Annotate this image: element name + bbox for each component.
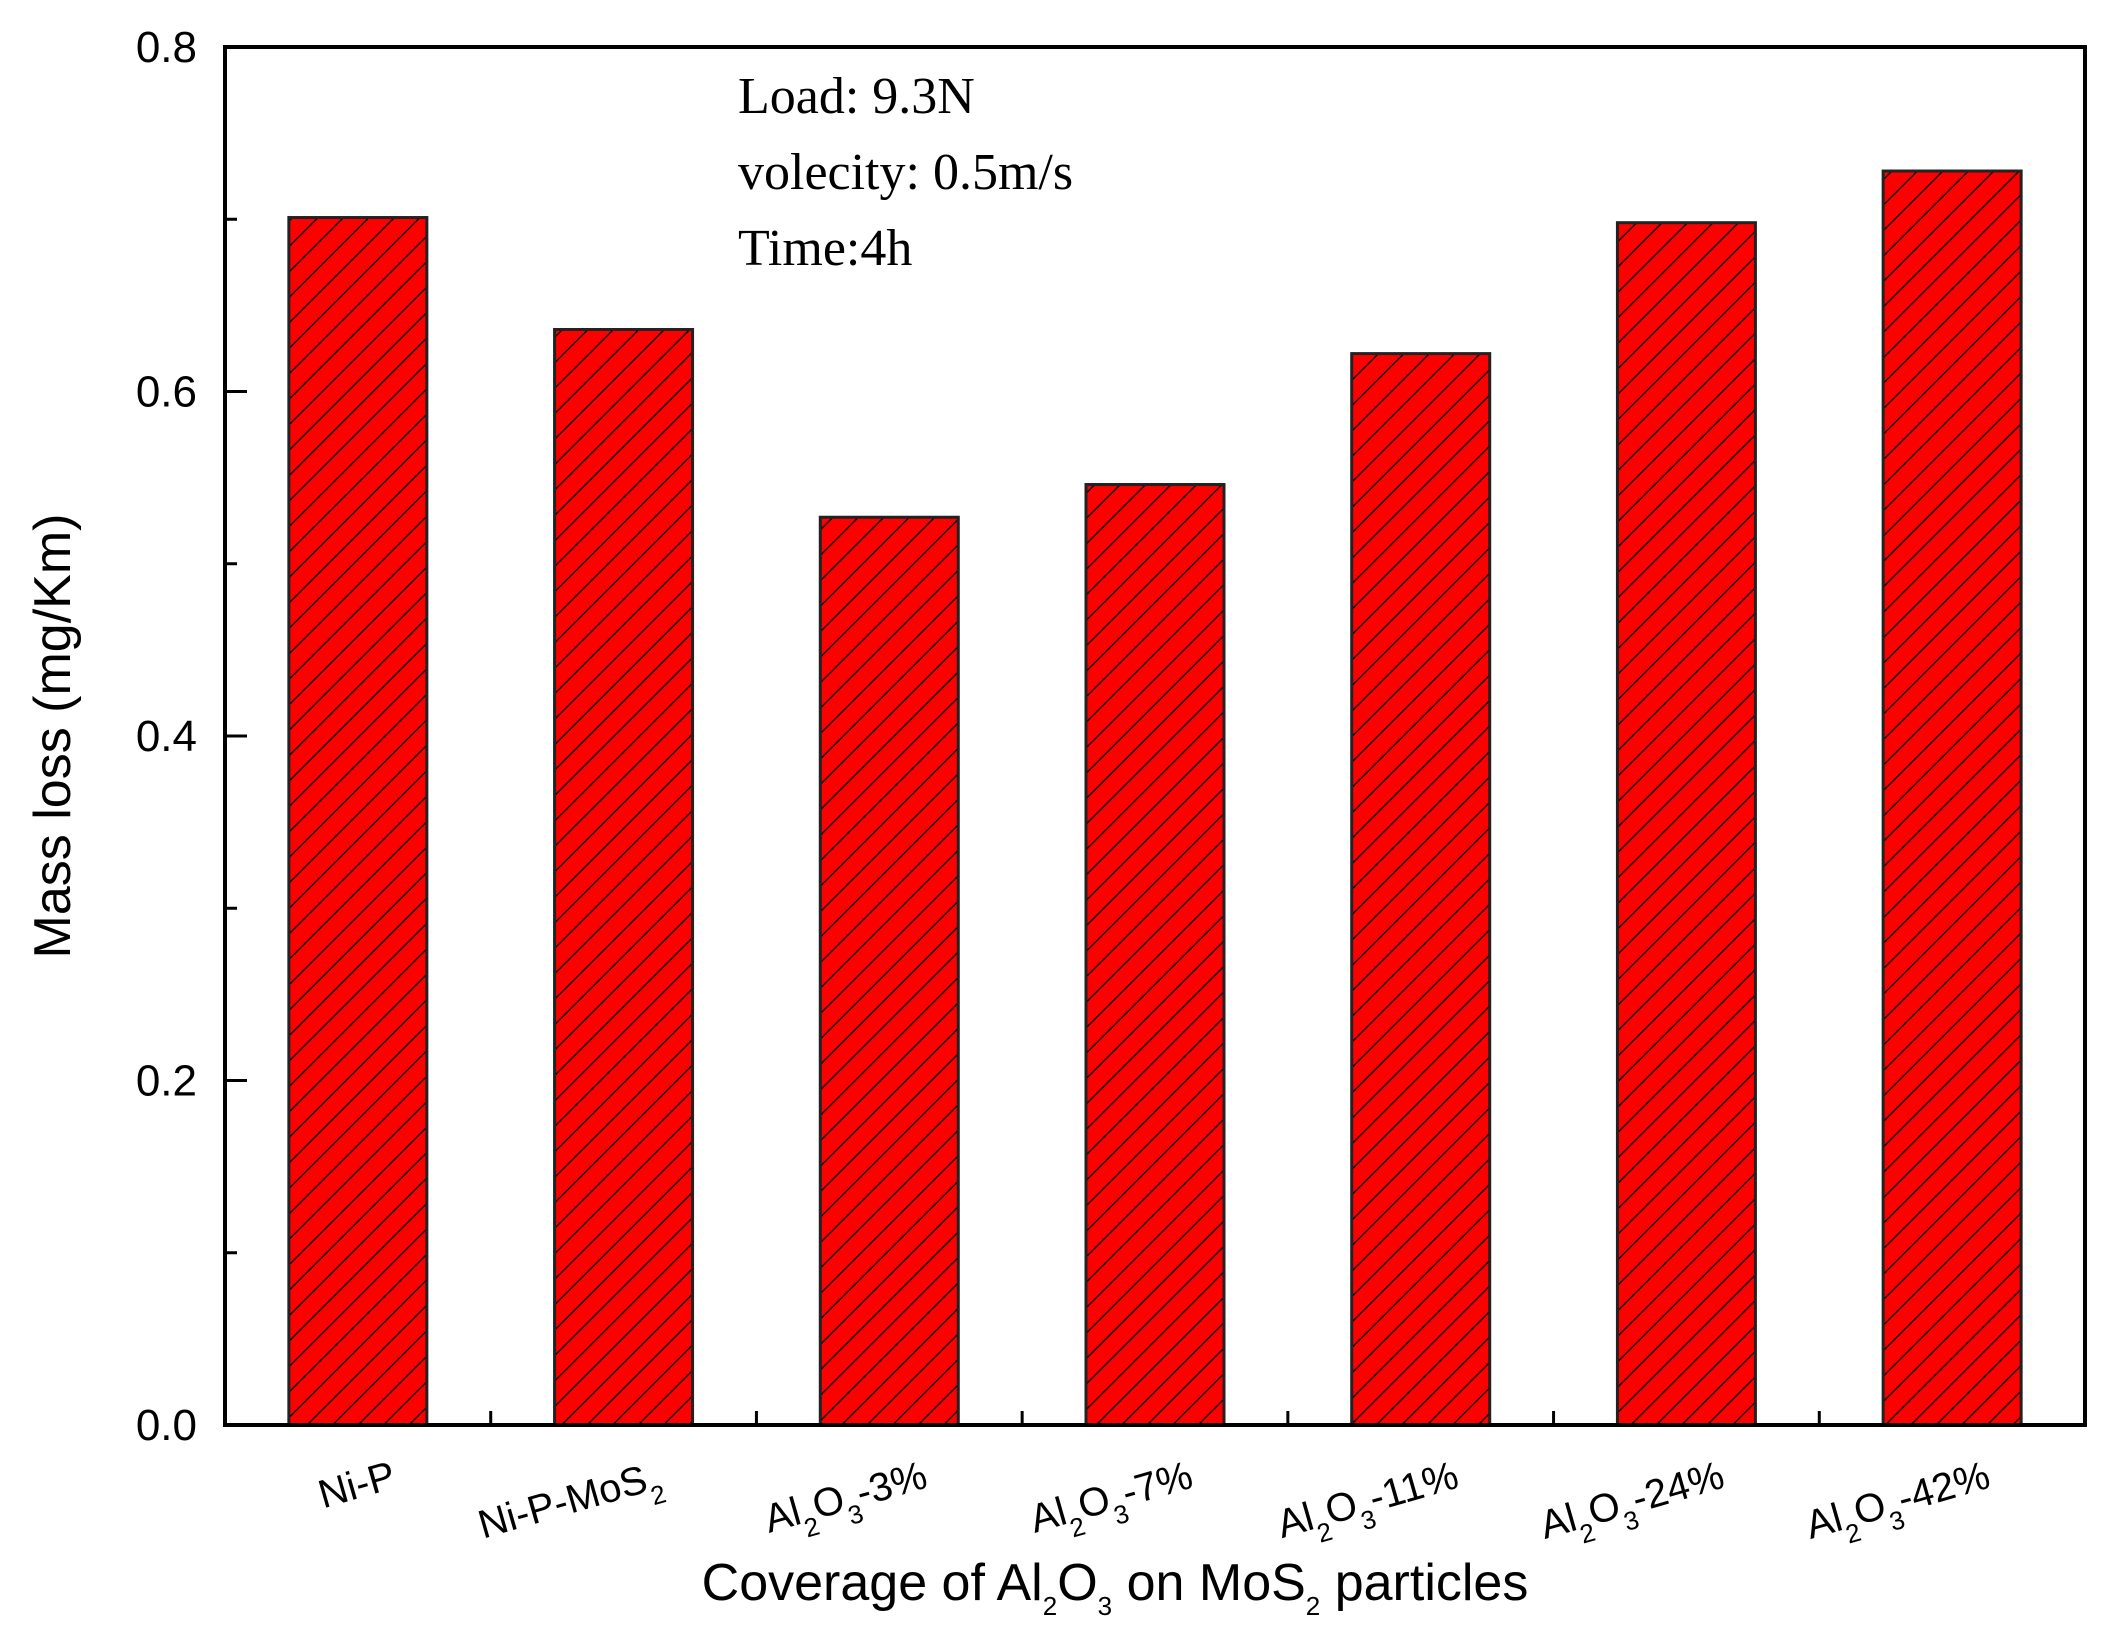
y-tick-label: 0.6 <box>136 368 197 417</box>
bar-3 <box>1084 483 1226 1427</box>
bar-2 <box>818 515 960 1427</box>
x-tick-label: Al2O3-42% <box>1801 1453 1998 1559</box>
bars-layer <box>287 169 2023 1427</box>
y-tick-label: 0.4 <box>136 712 197 761</box>
x-tick-label: Al2O3-3% <box>759 1453 935 1553</box>
bar-5 <box>1615 221 1757 1427</box>
y-tick-label: 0.0 <box>136 1401 197 1450</box>
annotation-0: Load: 9.3N <box>738 68 975 125</box>
annotation-2: Time:4h <box>738 220 912 277</box>
x-tick-label: Ni-P-MoS2 <box>473 1453 669 1559</box>
x-tick-label: Al2O3-7% <box>1025 1453 1201 1553</box>
bar-0 <box>287 216 429 1427</box>
axes-layer <box>223 45 2087 1427</box>
bar-1 <box>553 327 695 1427</box>
bar-6 <box>1881 169 2023 1427</box>
text-layer: 0.0 0.2 0.4 0.6 0.8 Ni-P Ni-P-MoS2 Al2O3-3% Al2O… <box>24 23 1998 1621</box>
x-tick-label: Ni-P <box>313 1453 400 1517</box>
x-axis-title: Coverage of Al2O3 on MoS2 particles <box>702 1554 1529 1621</box>
y-tick-label: 0.2 <box>136 1057 197 1106</box>
y-axis-title: Mass loss (mg/Km) <box>24 514 82 959</box>
y-tick-label: 0.8 <box>136 23 197 72</box>
annotation-1: volecity: 0.5m/s <box>738 144 1073 201</box>
bar-4 <box>1350 352 1492 1427</box>
x-tick-label: Al2O3-11% <box>1272 1453 1466 1558</box>
x-tick-label: Al2O3-24% <box>1535 1453 1732 1559</box>
